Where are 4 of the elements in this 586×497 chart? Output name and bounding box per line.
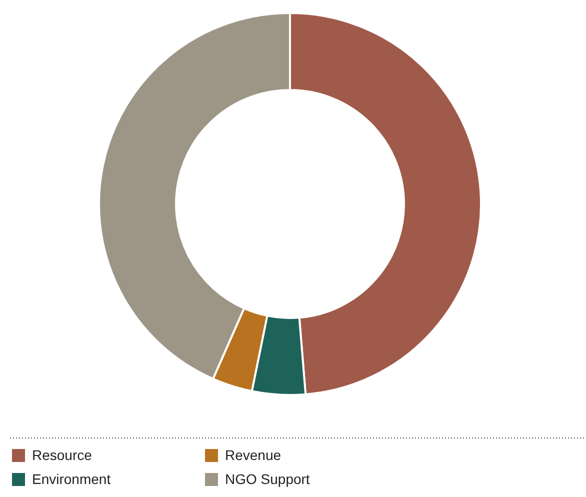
legend-label: NGO Support <box>225 471 310 487</box>
legend-label: Environment <box>32 471 111 487</box>
legend-label: Revenue <box>225 447 282 463</box>
legend-label: Resource <box>32 447 92 463</box>
